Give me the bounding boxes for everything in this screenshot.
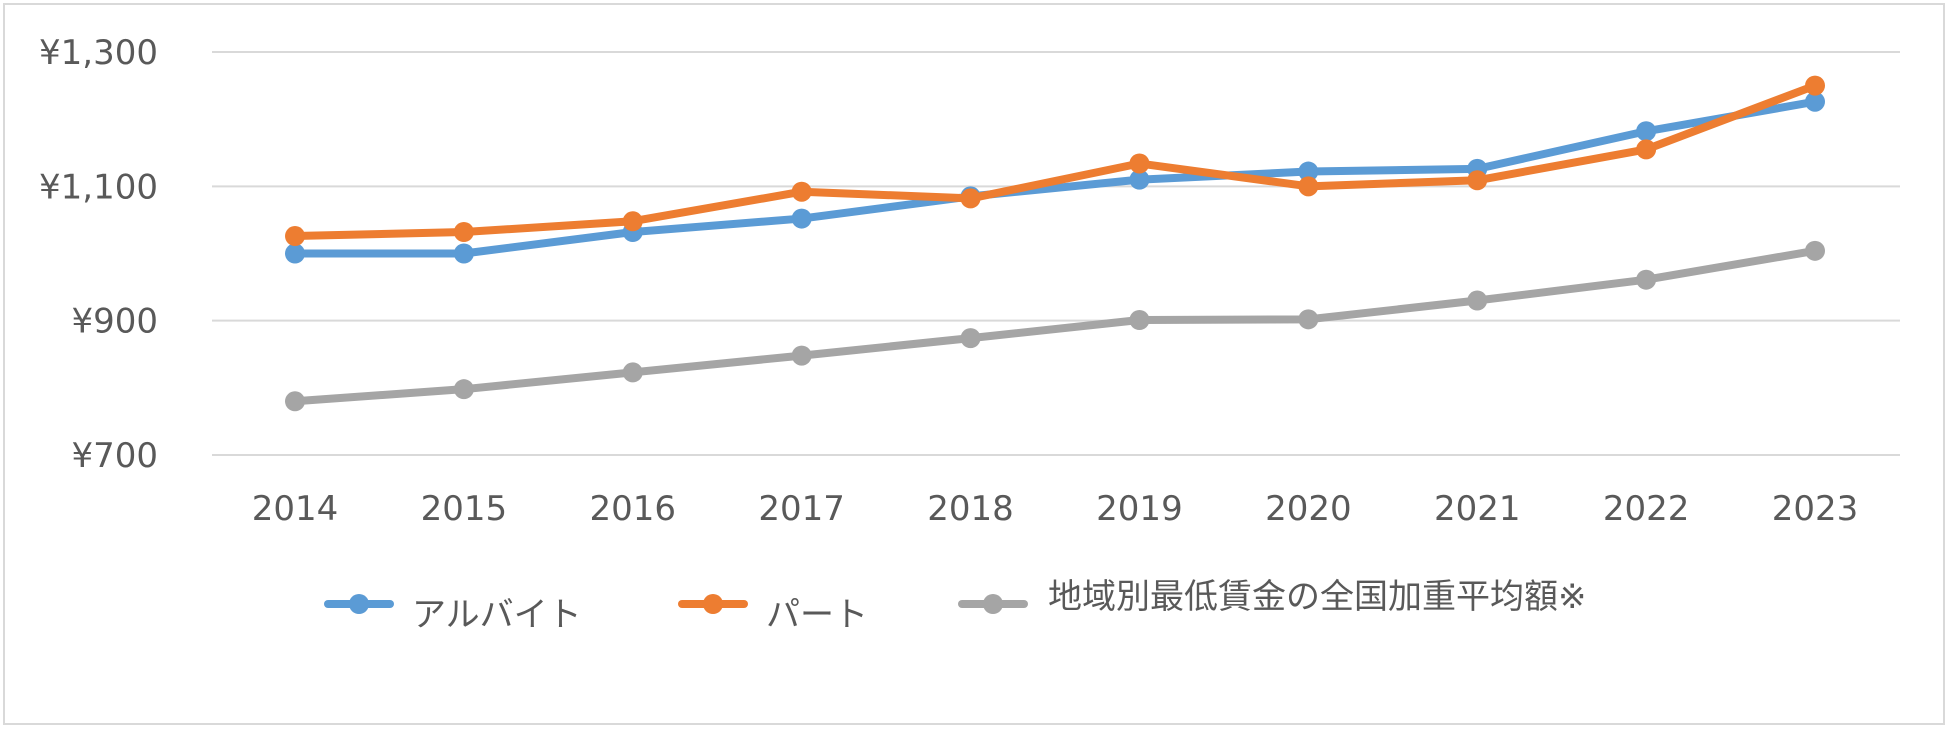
x-tick-label: 2015 bbox=[421, 489, 508, 529]
data-point bbox=[285, 243, 305, 264]
x-tick-label: 2014 bbox=[252, 489, 339, 529]
data-point bbox=[1129, 153, 1150, 174]
legend-label: 地域別最低賃金の全国加重平均額※ bbox=[1048, 577, 1587, 617]
data-point bbox=[285, 391, 305, 412]
data-point bbox=[1129, 309, 1150, 330]
series-3 bbox=[285, 240, 1825, 412]
data-point bbox=[791, 181, 812, 202]
legend-item: 地域別最低賃金の全国加重平均額※ bbox=[958, 577, 1587, 617]
x-tick-label: 2017 bbox=[758, 489, 845, 529]
legend: アルバイト パート 地域別最低賃金の全国加重平均額※ bbox=[324, 577, 1587, 635]
x-tick-label: 2018 bbox=[927, 489, 1014, 529]
series-lines bbox=[285, 75, 1825, 412]
x-tick-label: 2023 bbox=[1772, 489, 1859, 529]
series-line bbox=[291, 246, 1819, 406]
data-point bbox=[453, 222, 474, 243]
data-point bbox=[1298, 309, 1319, 330]
x-tick-label: 2016 bbox=[590, 489, 677, 529]
data-point bbox=[960, 188, 981, 209]
y-tick-label: ¥1,300 bbox=[39, 33, 158, 73]
data-point bbox=[1467, 290, 1488, 311]
legend-item: パート bbox=[678, 594, 868, 635]
legend-marker bbox=[703, 594, 723, 614]
x-tick-label: 2022 bbox=[1603, 489, 1690, 529]
x-axis-tick-labels: 2014 2015 2016 2017 2018 2019 2020 2021 2022 2023 bbox=[252, 489, 1859, 529]
data-point bbox=[1129, 169, 1150, 190]
data-point bbox=[1805, 91, 1825, 112]
legend-marker bbox=[349, 594, 369, 614]
y-axis-tick-labels: ¥700 ¥900 ¥1,100 ¥1,300 bbox=[39, 33, 158, 476]
data-point bbox=[285, 226, 305, 247]
y-tick-label: ¥700 bbox=[71, 436, 158, 476]
series-2 bbox=[285, 75, 1825, 247]
data-point bbox=[1636, 139, 1657, 160]
y-tick-label: ¥1,100 bbox=[39, 167, 158, 207]
data-point bbox=[1298, 176, 1319, 197]
data-point bbox=[622, 362, 643, 383]
x-tick-label: 2021 bbox=[1434, 489, 1521, 529]
x-tick-label: 2019 bbox=[1096, 489, 1183, 529]
legend-label: アルバイト bbox=[412, 595, 582, 635]
data-point bbox=[453, 243, 474, 264]
data-point bbox=[1805, 75, 1825, 96]
data-point bbox=[1467, 170, 1488, 191]
series-line bbox=[291, 81, 1819, 241]
data-point bbox=[791, 208, 812, 229]
data-point bbox=[791, 345, 812, 366]
series-line bbox=[291, 97, 1819, 258]
data-point bbox=[1298, 161, 1319, 182]
data-point bbox=[1636, 269, 1657, 290]
data-point bbox=[960, 328, 981, 349]
legend-marker bbox=[983, 594, 1003, 614]
data-point bbox=[1636, 121, 1657, 142]
x-tick-label: 2020 bbox=[1265, 489, 1352, 529]
legend-label: パート bbox=[766, 595, 868, 635]
data-point bbox=[622, 211, 643, 232]
data-point bbox=[1805, 240, 1825, 261]
y-tick-label: ¥900 bbox=[71, 302, 158, 342]
legend-item: アルバイト bbox=[324, 594, 582, 635]
data-point bbox=[453, 379, 474, 400]
